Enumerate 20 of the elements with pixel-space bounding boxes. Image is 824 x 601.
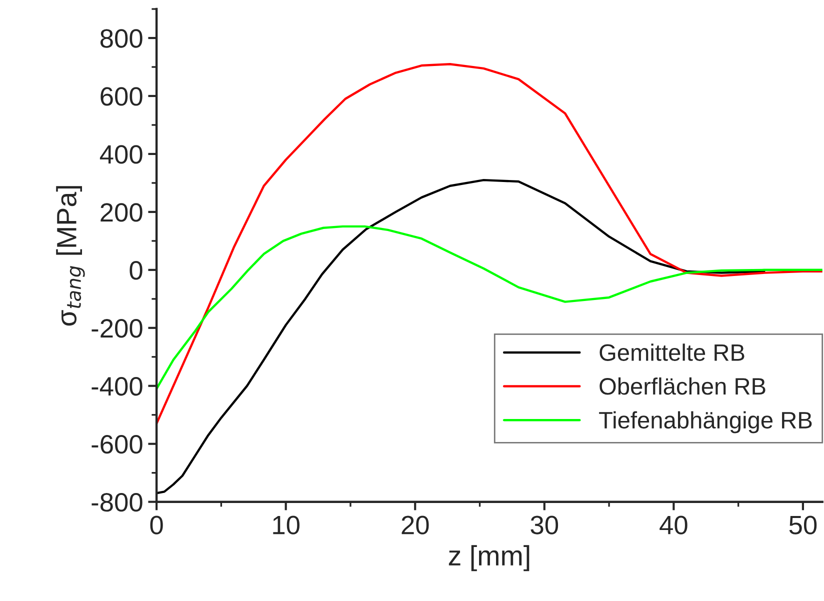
x-tick-label: 30	[530, 516, 558, 534]
legend-label: Oberflächen RB	[600, 377, 766, 395]
x-tick-label: 10	[273, 516, 300, 534]
y-tick-label: 600	[100, 87, 142, 106]
y-axis-title: σ$_{tang}$ [MPa]	[56, 186, 85, 326]
y-tick-label: 200	[100, 203, 142, 222]
y-tick-label: 800	[100, 29, 142, 48]
x-axis-title: z [mm]	[448, 545, 530, 572]
y-tick-label: -400	[92, 377, 142, 396]
x-tick-label: 0	[150, 516, 163, 534]
y-tick-label: 0	[130, 261, 142, 280]
legend-label: Tiefenabhängige RB	[599, 411, 812, 434]
y-tick-label: -800	[92, 492, 142, 512]
y-tick-label: -600	[92, 434, 142, 454]
x-tick-label: 40	[660, 516, 688, 534]
legend-label: Gemittelte RB	[600, 344, 744, 361]
y-tick-label: -200	[92, 319, 142, 338]
y-tick-label: 400	[100, 145, 142, 164]
x-tick-label: 50	[789, 516, 817, 534]
x-tick-label: 20	[402, 516, 429, 534]
